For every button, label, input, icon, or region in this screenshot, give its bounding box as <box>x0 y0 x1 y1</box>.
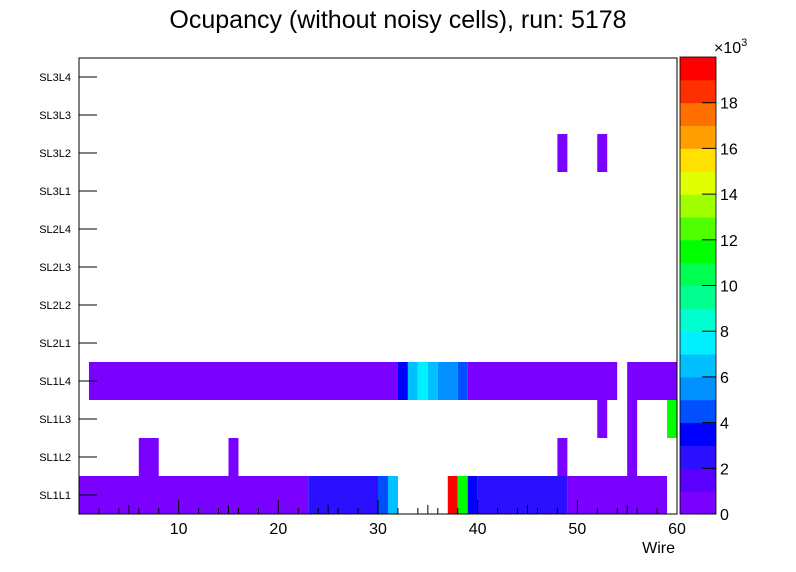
heatmap-cell <box>387 476 398 514</box>
colorbar-swatch <box>680 331 716 355</box>
heatmap-cell <box>427 362 438 400</box>
heatmap-cell <box>407 362 418 400</box>
colorbar-multiplier: ×103 <box>714 37 747 57</box>
colorbar-swatch <box>680 308 716 332</box>
chart-title: Ocupancy (without noisy cells), run: 517… <box>169 6 626 34</box>
heatmap-cell <box>597 134 608 172</box>
heatmap-cell <box>138 438 159 476</box>
colorbar-swatch <box>680 491 716 515</box>
y-tick-label: SL1L4 <box>39 376 71 388</box>
x-tick-label: 50 <box>568 521 586 538</box>
y-axis: SL1L1 SL1L2 SL1L3 SL1L4 SL2L1 SL2L2 SL2L3 SL2L4… <box>39 72 97 502</box>
heatmap-cell <box>437 362 458 400</box>
heatmap-cell <box>447 476 458 514</box>
colorbar-swatch <box>680 262 716 286</box>
colorbar-tick-label: 18 <box>720 96 738 113</box>
x-tick-label: 40 <box>469 521 487 538</box>
x-tick-label: 20 <box>269 521 287 538</box>
colorbar-swatch <box>680 399 716 424</box>
heatmap-cell <box>397 362 408 400</box>
colorbar-multiplier-exponent: 3 <box>741 37 747 49</box>
x-tick-label: 60 <box>668 521 686 538</box>
colorbar-swatch <box>680 239 716 264</box>
heatmap-cell <box>627 438 638 476</box>
heatmap-cell <box>667 400 677 438</box>
colorbar: 0 2 4 6 8 10 12 14 16 18 <box>679 56 738 524</box>
y-tick-label: SL3L4 <box>39 72 71 84</box>
colorbar-swatch <box>680 354 716 378</box>
heatmap-cell <box>627 362 677 400</box>
y-tick-label: SL1L3 <box>39 414 71 426</box>
y-tick-label: SL3L2 <box>39 148 71 160</box>
colorbar-tick-label: 6 <box>720 370 729 387</box>
heatmap-cell <box>378 476 388 514</box>
y-tick-label: SL3L1 <box>39 186 71 198</box>
colorbar-tick-label: 0 <box>720 507 729 524</box>
x-axis-title: Wire <box>642 540 675 557</box>
y-tick-label: SL2L3 <box>39 262 71 274</box>
y-tick-label: SL2L4 <box>39 224 71 236</box>
colorbar-swatch <box>680 194 716 218</box>
y-tick-label: SL1L1 <box>39 490 71 502</box>
y-tick-label: SL2L1 <box>39 338 71 350</box>
colorbar-swatch <box>680 79 716 104</box>
colorbar-swatch <box>680 102 716 127</box>
heatmap-cell <box>457 362 468 400</box>
colorbar-multiplier-base: ×10 <box>714 40 741 57</box>
heatmap-cell <box>627 400 638 438</box>
colorbar-swatch <box>680 57 716 81</box>
colorbar-swatch <box>680 171 716 195</box>
heatmap-cell <box>557 438 568 476</box>
colorbar-swatch <box>680 422 716 446</box>
heatmap-cell <box>79 476 309 514</box>
heatmap-cell <box>88 362 398 400</box>
colorbar-swatch <box>680 468 716 492</box>
colorbar-tick-label: 16 <box>720 141 738 158</box>
heatmap-cell <box>467 362 618 400</box>
colorbar-swatch <box>680 148 716 172</box>
heatmap-cells <box>79 134 677 514</box>
colorbar-swatch <box>680 125 716 149</box>
y-tick-label: SL1L2 <box>39 452 71 464</box>
colorbar-tick-label: 8 <box>720 324 729 341</box>
x-tick-label: 10 <box>170 521 188 538</box>
heatmap-cell <box>597 400 608 438</box>
heatmap-cell <box>467 476 478 514</box>
heatmap-cell <box>308 476 378 514</box>
colorbar-tick-label: 4 <box>720 416 729 433</box>
colorbar-tick-label: 2 <box>720 461 729 478</box>
y-tick-label: SL2L2 <box>39 300 71 312</box>
colorbar-tick-label: 12 <box>720 233 738 250</box>
x-tick-label: 30 <box>369 521 387 538</box>
colorbar-swatch <box>680 285 716 309</box>
plot-frame <box>78 57 678 515</box>
colorbar-swatch <box>680 445 716 469</box>
colorbar-swatch <box>680 216 716 241</box>
heatmap-cell <box>567 476 668 514</box>
colorbar-tick-label: 10 <box>720 279 738 296</box>
heatmap-cell <box>557 134 568 172</box>
heatmap-cell <box>477 476 568 514</box>
y-tick-label: SL3L3 <box>39 110 71 122</box>
heatmap-cell <box>417 362 428 400</box>
colorbar-swatch <box>680 376 716 401</box>
x-axis: 10 20 30 40 50 60 <box>98 500 686 538</box>
colorbar-tick-label: 14 <box>720 187 738 204</box>
heatmap-cell <box>228 438 239 476</box>
heatmap-cell <box>457 476 468 514</box>
